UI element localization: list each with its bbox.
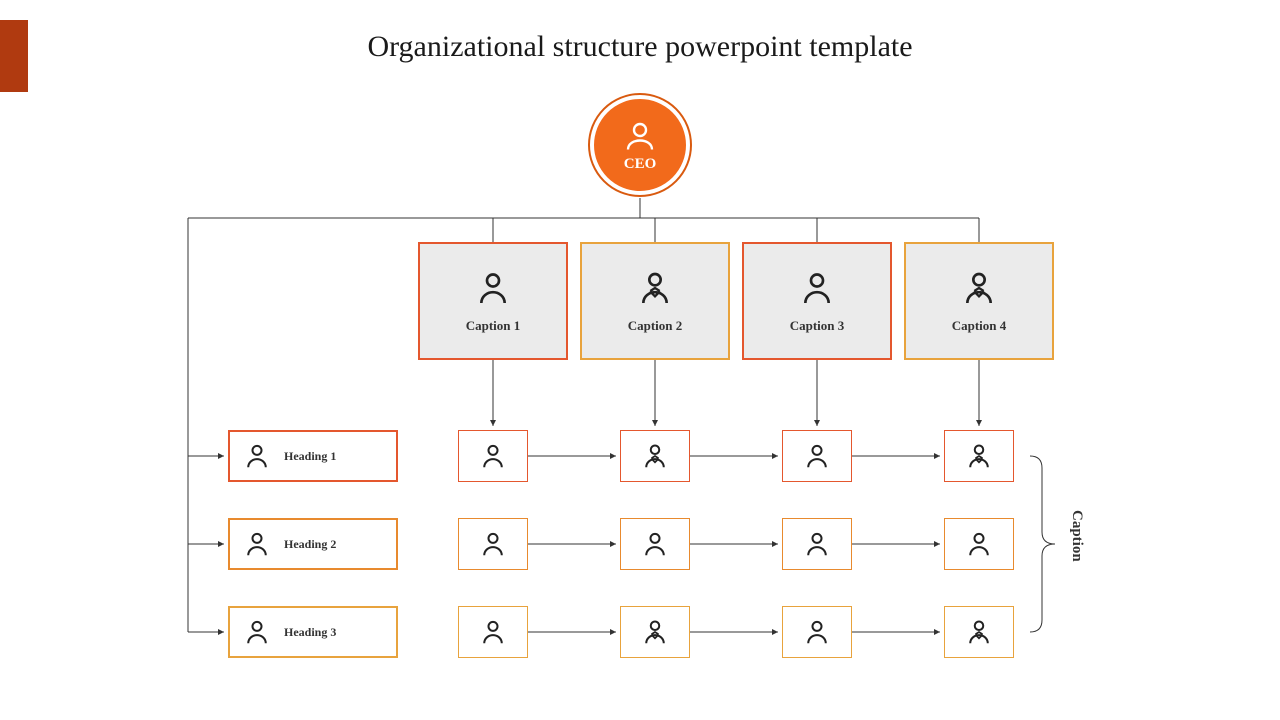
caption-box-1: Caption 1 (418, 242, 568, 360)
cell-r3-c3 (782, 606, 852, 658)
cell-r1-c4 (944, 430, 1014, 482)
caption-box-2: Caption 2 (580, 242, 730, 360)
ceo-node: CEO (590, 95, 690, 195)
caption-box-4: Caption 4 (904, 242, 1054, 360)
cell-r1-c2 (620, 430, 690, 482)
page-title: Organizational structure powerpoint temp… (0, 30, 1280, 64)
cell-r1-c1 (458, 430, 528, 482)
ceo-label: CEO (624, 156, 657, 173)
caption-label-3: Caption 3 (790, 318, 845, 334)
cell-r1-c3 (782, 430, 852, 482)
cell-r2-c3 (782, 518, 852, 570)
caption-box-3: Caption 3 (742, 242, 892, 360)
heading-box-2: Heading 2 (228, 518, 398, 570)
heading-box-1: Heading 1 (228, 430, 398, 482)
caption-label-1: Caption 1 (466, 318, 521, 334)
cell-r3-c1 (458, 606, 528, 658)
person-icon (622, 118, 658, 154)
caption-label-4: Caption 4 (952, 318, 1007, 334)
heading-label-3: Heading 3 (284, 625, 336, 640)
caption-label-2: Caption 2 (628, 318, 683, 334)
side-caption: Caption (1068, 510, 1085, 562)
cell-r3-c2 (620, 606, 690, 658)
heading-label-1: Heading 1 (284, 449, 336, 464)
cell-r2-c2 (620, 518, 690, 570)
cell-r3-c4 (944, 606, 1014, 658)
cell-r2-c1 (458, 518, 528, 570)
heading-box-3: Heading 3 (228, 606, 398, 658)
cell-r2-c4 (944, 518, 1014, 570)
heading-label-2: Heading 2 (284, 537, 336, 552)
